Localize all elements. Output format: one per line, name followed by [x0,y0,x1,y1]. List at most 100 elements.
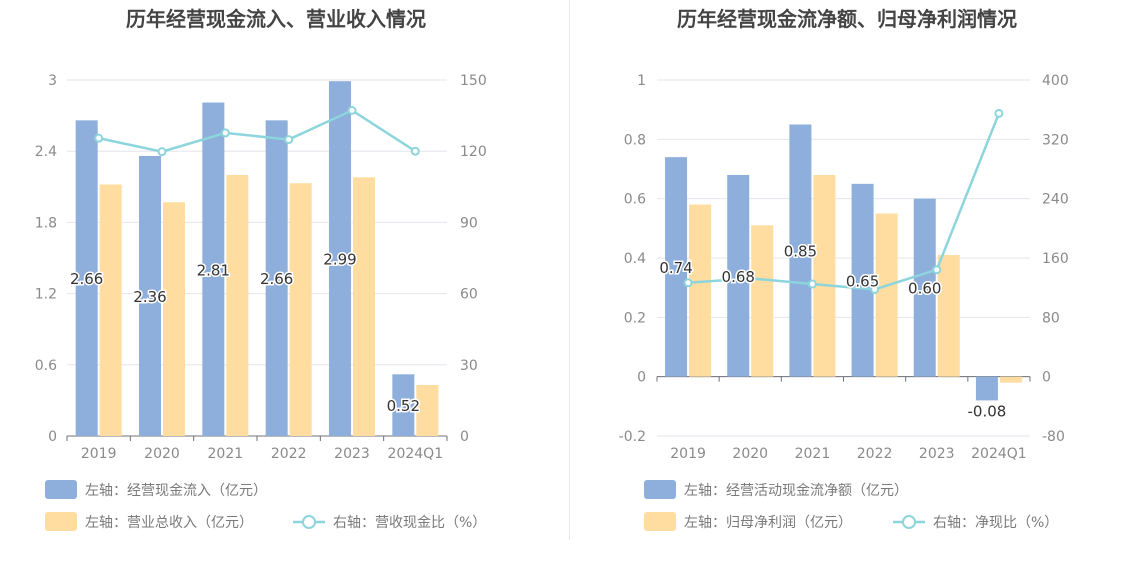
bar-data-label: 2.66 [260,270,293,288]
chart-title: 历年经营现金流净额、归母净利润情况 [677,7,1017,31]
right-axis-tick-label: -80 [1042,429,1065,445]
legend-label: 左轴：经营现金流入（亿元） [85,483,267,499]
legend-swatch[interactable] [45,480,77,499]
ratio-point[interactable] [683,278,693,288]
bar-primary[interactable] [265,120,288,436]
bar-data-label: 0.74 [659,259,692,277]
right-axis-tick-label: 400 [1042,73,1069,89]
left-axis-tick-label: 0.4 [624,251,646,267]
bar-secondary[interactable] [353,177,375,436]
x-axis-category-label: 2024Q1 [388,446,444,462]
left-axis-tick-label: 0.2 [624,310,646,326]
left-axis-tick-label: 1 [637,73,646,89]
bar-data-label: 2.99 [323,251,356,269]
legend-label: 右轴：营收现金比（%） [333,515,486,531]
x-axis-category-label: 2021 [795,446,831,462]
bar-data-label: 0.68 [722,268,755,286]
ratio-line [687,112,1001,291]
legend-label: 左轴：归母净利润（亿元） [684,514,852,531]
x-axis-category-label: 2023 [919,446,955,462]
left-axis-tick-label: 1.2 [35,287,57,303]
right-axis-tick-label: 320 [1042,132,1069,148]
ratio-point[interactable] [157,147,167,157]
legend-label: 右轴：净现比（%） [933,515,1058,531]
bar-primary[interactable] [727,174,750,377]
ratio-line [98,108,417,153]
ratio-point[interactable] [870,284,880,294]
chart-title: 历年经营现金流入、营业收入情况 [126,7,426,31]
bar-data-label: 0.65 [846,272,879,290]
bar-secondary[interactable] [875,213,898,377]
right-axis-tick-label: 240 [1042,192,1069,208]
bar-primary[interactable] [392,374,415,436]
left-axis-tick-label: 2.4 [35,144,57,160]
bar-secondary[interactable] [99,184,122,436]
ratio-point[interactable] [745,273,755,283]
bar-data-label: 2.66 [70,270,103,288]
bar-data-label: 0.52 [387,397,420,415]
x-axis-category-label: 2022 [271,446,307,462]
legend-line-marker [302,515,316,529]
left-axis-tick-label: 0 [48,429,57,445]
bar-primary[interactable] [75,120,98,436]
x-axis-category-label: 2021 [208,446,244,462]
bar-secondary[interactable] [999,376,1022,383]
ratio-point[interactable] [94,133,104,143]
x-axis-category-label: 2022 [857,446,893,462]
legend-line-marker [902,515,916,529]
bar-secondary[interactable] [689,204,712,377]
bar-data-label: 2.81 [197,261,230,279]
legend-swatch[interactable] [45,512,77,531]
left-axis-tick-label: 0.6 [624,192,646,208]
ratio-point[interactable] [807,279,817,289]
right-axis-tick-label: 160 [1042,251,1069,267]
left-axis-tick-label: 0 [637,370,646,386]
bar-secondary[interactable] [751,225,774,377]
bar-primary[interactable] [975,376,998,401]
legend-label: 左轴：营业总收入（亿元） [85,515,253,531]
bar-primary[interactable] [913,198,936,377]
bar-secondary[interactable] [163,202,185,436]
ratio-point[interactable] [994,108,1004,118]
left-axis-tick-label: 0.6 [35,358,57,374]
bar-data-label: -0.08 [968,402,1007,420]
chart-net-cashflow-profit: 历年经营现金流净额、归母净利润情况 -0.2 -80 0 0 0.2 80 0.4 160 0.… [619,7,1069,531]
bar-primary[interactable] [665,157,688,377]
left-axis-tick-label: 0.8 [624,132,646,148]
x-axis-category-label: 2019 [81,446,117,462]
legend-swatch[interactable] [644,480,676,499]
bar-primary[interactable] [851,183,874,377]
right-axis-tick-label: 0 [460,429,469,445]
panel-divider [569,0,570,540]
ratio-point[interactable] [284,135,294,145]
right-axis-tick-label: 80 [1042,310,1060,326]
ratio-point[interactable] [220,128,230,138]
bar-secondary[interactable] [937,255,960,377]
ratio-point[interactable] [347,105,357,115]
bar-secondary[interactable] [416,384,439,436]
bar-data-label: 0.85 [784,243,817,261]
bar-primary[interactable] [789,124,812,377]
x-axis-category-label: 2020 [144,446,180,462]
right-axis-tick-label: 120 [460,144,487,160]
right-axis-tick-label: 0 [1042,370,1051,386]
x-axis-category-label: 2019 [670,446,706,462]
bar-primary[interactable] [329,81,351,436]
x-axis-category-label: 2023 [334,446,370,462]
x-axis-category-label: 2024Q1 [971,446,1027,462]
bar-secondary[interactable] [813,174,836,377]
chart-cash-inflow-revenue: 历年经营现金流入、营业收入情况 0 0 0.6 30 1.2 60 1.8 90 2.4 120 3… [35,7,487,531]
bar-secondary[interactable] [226,174,249,436]
ratio-point[interactable] [932,265,942,275]
bar-data-label: 0.60 [908,280,941,298]
right-axis-tick-label: 150 [460,73,487,89]
ratio-point[interactable] [410,146,420,156]
legend-swatch[interactable] [644,512,676,531]
bar-secondary[interactable] [289,183,312,436]
bar-primary[interactable] [139,155,161,437]
right-axis-tick-label: 30 [460,358,478,374]
left-axis-tick-label: 3 [48,73,57,89]
bar-primary[interactable] [202,102,225,437]
x-axis-category-label: 2020 [732,446,768,462]
